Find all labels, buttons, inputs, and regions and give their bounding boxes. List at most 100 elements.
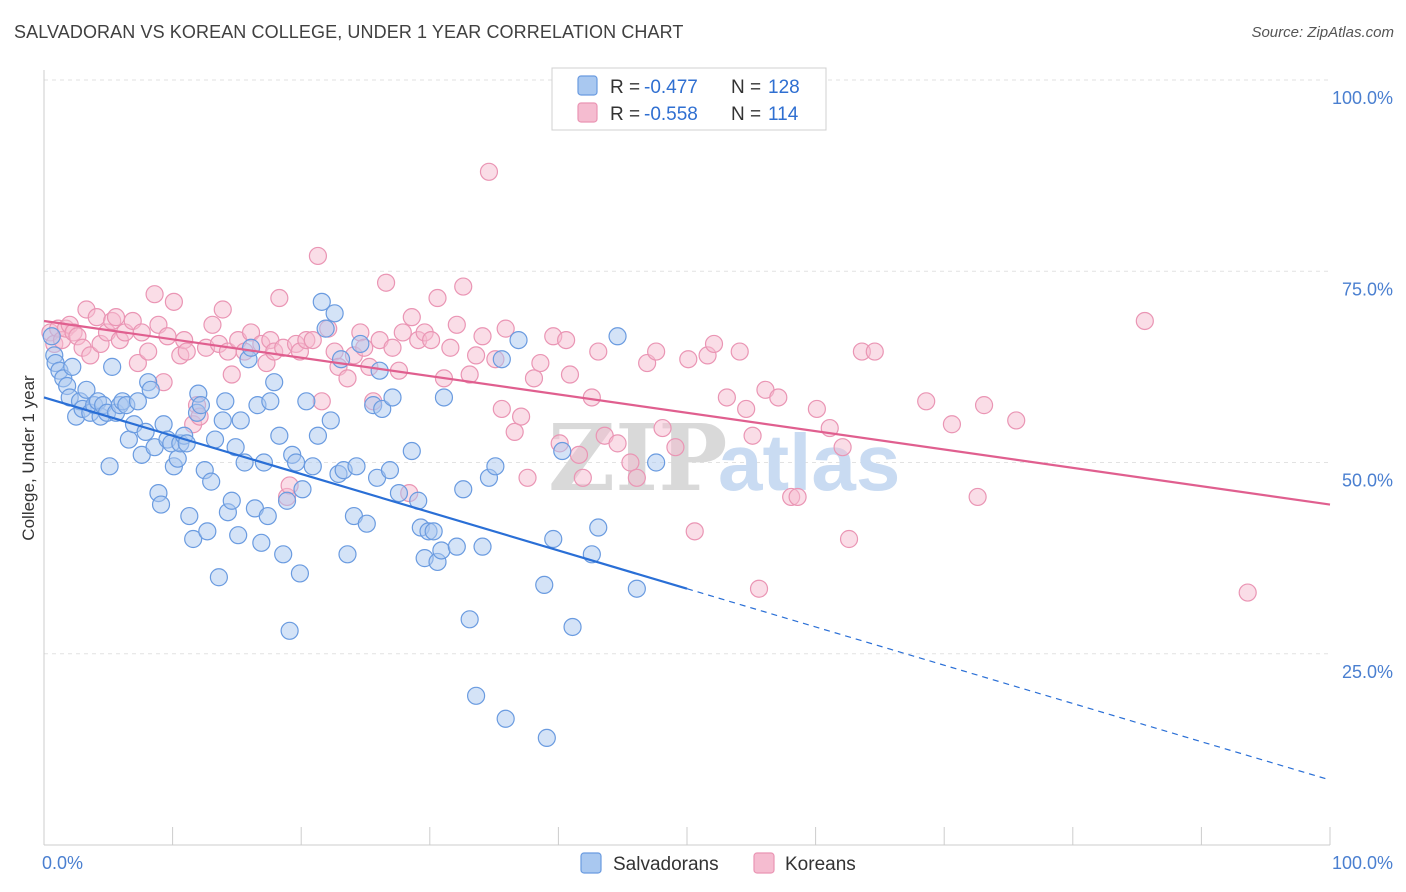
- salvadoran-point-58: [231, 411, 250, 430]
- salvadoran-point-71: [277, 491, 297, 510]
- salvadoran-point-109: [454, 480, 473, 499]
- axes: [43, 70, 1331, 846]
- x-tick-label-1: 100.0%: [1332, 853, 1393, 873]
- korean-point-66: [376, 273, 396, 292]
- korean-point-126: [865, 342, 884, 361]
- korean-point-123: [833, 438, 852, 457]
- korean-point-34: [203, 315, 222, 334]
- salvadoran-point-57: [229, 526, 248, 545]
- korean-point-118: [769, 388, 788, 407]
- salvadoran-point-108: [447, 537, 466, 556]
- salvadoran-point-127: [466, 686, 486, 705]
- korean-point-54: [308, 246, 328, 266]
- series-legend: Salvadorans Koreans: [580, 852, 856, 875]
- salvadoran-point-77: [297, 392, 316, 411]
- korean-point-15: [106, 308, 126, 327]
- korean-point-86: [496, 319, 515, 338]
- salvadoran-point-106: [432, 541, 451, 560]
- salvadoran-point-99: [402, 441, 421, 461]
- salvadoran-point-55: [222, 491, 241, 510]
- korean-point-106: [653, 418, 672, 438]
- salvadoran-point-24: [119, 430, 138, 449]
- korean-point-22: [145, 285, 164, 304]
- salvadoran-point-111: [473, 537, 492, 556]
- salvadoran-point-76: [293, 480, 312, 499]
- salvadoran-point-33: [151, 495, 171, 514]
- korean-point-120: [788, 487, 807, 507]
- korean-point-21: [139, 342, 158, 361]
- salvadoran-point-80: [312, 292, 331, 311]
- korean-point-130: [974, 396, 994, 415]
- series-legend-label-koreans: Koreans: [785, 854, 856, 875]
- korean-point-131: [1007, 411, 1026, 430]
- salvadoran-point-78: [303, 457, 322, 476]
- salvadoran-point-121: [563, 617, 582, 637]
- salvadoran-point-107: [434, 388, 454, 407]
- korean-point-89: [518, 468, 537, 487]
- salvadoran-point-114: [492, 350, 511, 369]
- legend-r-value-salvadorans: -0.477: [644, 77, 698, 98]
- korean-point-107: [666, 438, 685, 457]
- salvadoran-point-70: [274, 545, 293, 564]
- korean-point-87: [505, 422, 524, 441]
- korean-point-10: [81, 346, 100, 365]
- korean-point-99: [589, 342, 608, 361]
- korean-point-29: [177, 342, 196, 361]
- series-legend-label-salvadorans: Salvadorans: [613, 854, 719, 875]
- salvadoran-point-123: [589, 518, 608, 537]
- salvadoran-trend-line: [43, 396, 688, 590]
- salvadoran-point-91: [357, 514, 376, 533]
- korean-point-121: [807, 399, 826, 419]
- korean-point-111: [704, 334, 724, 354]
- korean-point-97: [573, 468, 592, 487]
- korean-point-128: [942, 415, 962, 434]
- salvadoran-point-18: [100, 457, 119, 476]
- series-legend-swatch-salvadorans: [580, 852, 602, 874]
- korean-point-101: [608, 434, 627, 453]
- x-tick-labels: 0.0% 100.0%: [42, 853, 1393, 873]
- salvadoran-point-72: [280, 621, 299, 640]
- korean-point-69: [393, 323, 412, 342]
- legend-r-label-salvadorans: R =: [610, 77, 640, 98]
- salvadoran-point-124: [608, 327, 627, 346]
- korean-trend-line: [43, 319, 1331, 506]
- legend-n-label-koreans: N =: [731, 104, 761, 125]
- y-tick-label-1: 50.0%: [1342, 471, 1393, 491]
- y-tick-label-2: 75.0%: [1342, 279, 1393, 299]
- salvadoran-point-56: [226, 438, 245, 457]
- korean-point-83: [479, 162, 499, 181]
- series-legend-swatch-koreans: [753, 852, 775, 874]
- salvadoran-point-42: [180, 506, 199, 526]
- salvadoran-point-119: [544, 529, 563, 549]
- salvadoran-point-104: [424, 522, 443, 541]
- legend-swatch-salvadorans: [577, 75, 598, 96]
- korean-point-115: [743, 426, 762, 445]
- legend-n-label-salvadorans: N =: [731, 77, 761, 98]
- korean-point-74: [421, 331, 441, 350]
- salvadoran-point-116: [509, 331, 528, 350]
- korean-point-116: [749, 579, 769, 598]
- korean-point-96: [569, 445, 589, 464]
- korean-point-11: [87, 308, 106, 327]
- y-tick-label-0: 25.0%: [1342, 662, 1393, 682]
- salvadoran-point-83: [325, 304, 344, 323]
- legend-n-value-salvadorans: 128: [768, 77, 800, 98]
- salvadoran-point-125: [627, 579, 646, 598]
- korean-point-77: [441, 338, 460, 357]
- x-tick-label-0: 0.0%: [42, 853, 83, 873]
- source-label: Source: ZipAtlas.com: [1251, 24, 1394, 41]
- salvadoran-point-68: [265, 373, 284, 392]
- korean-point-81: [466, 346, 486, 365]
- korean-point-38: [222, 365, 241, 384]
- korean-point-59: [338, 369, 357, 388]
- y-tick-label-3: 100.0%: [1332, 88, 1393, 108]
- korean-point-82: [473, 327, 492, 346]
- korean-point-67: [383, 338, 402, 357]
- korean-point-80: [460, 365, 479, 384]
- salvadoran-point-11: [77, 380, 96, 399]
- watermark: ZIP atlas: [548, 404, 900, 512]
- salvadoran-point-117: [535, 575, 554, 595]
- korean-point-133: [1238, 583, 1257, 602]
- salvadoran-point-64: [252, 533, 271, 552]
- salvadoran-point-95: [373, 399, 392, 419]
